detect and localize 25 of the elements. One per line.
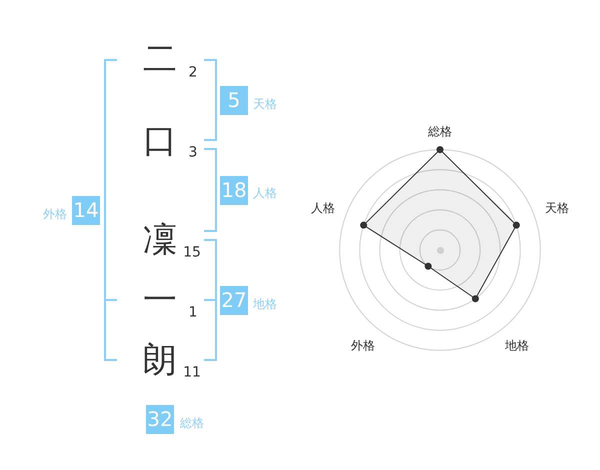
text: 外格 [43,207,67,221]
text: 二 [143,39,177,79]
text: 15 [183,244,201,260]
spoke-label: 地格 [504,338,529,353]
text: 口 [143,121,177,161]
spoke-label: 天格 [545,200,569,215]
text: 32 [146,405,174,434]
text: 1 [188,304,198,320]
text: 凜 [143,220,177,260]
text: 11 [183,364,201,380]
text: 総格 [180,416,204,430]
text: 一 [143,280,177,320]
text: 27 [220,286,248,315]
text: 3 [188,144,198,160]
text: 14 [72,196,100,225]
spoke-label: 人格 [311,200,335,215]
text: 2 [188,64,198,80]
text: 朗 [143,340,177,380]
text: 5 [220,86,248,115]
spoke-label: 総格 [427,124,452,139]
text: 地格 [253,297,277,311]
text: 天格 [253,97,277,111]
text: 人格 [253,186,277,200]
text: 18 [220,176,248,205]
spoke-label: 外格 [351,338,376,353]
